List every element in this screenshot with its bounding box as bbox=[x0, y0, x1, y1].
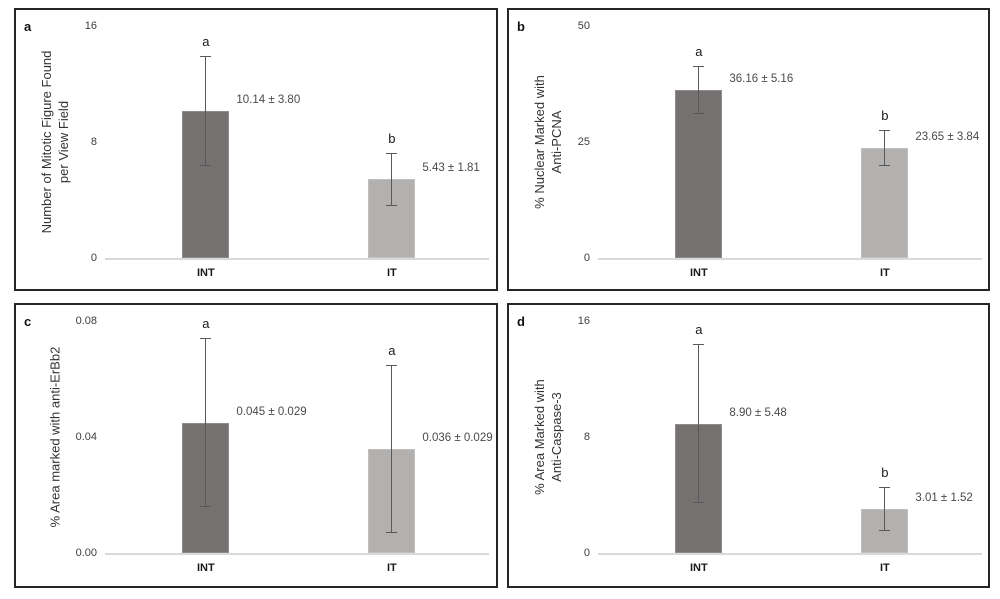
chart-panel-a: a Number of Mitotic Figure Found per View … bbox=[14, 8, 498, 291]
significance-letter: a bbox=[388, 342, 396, 358]
y-axis-tick-label: 0 bbox=[583, 252, 590, 264]
y-axis-tick-label: 50 bbox=[577, 20, 590, 32]
data-label: 0.036 ± 0.029 bbox=[422, 431, 493, 444]
y-axis-tick-label: 25 bbox=[577, 136, 590, 148]
y-axis-tick-label: 0.08 bbox=[75, 315, 97, 327]
error-bar-cap-top bbox=[200, 338, 212, 340]
error-bar bbox=[698, 66, 700, 115]
x-axis-line bbox=[105, 258, 489, 260]
data-label: 36.16 ± 5.16 bbox=[729, 73, 794, 86]
y-axis-tick-label: 0.04 bbox=[75, 431, 97, 443]
x-axis-category-label: IT bbox=[386, 562, 397, 574]
data-label: 23.65 ± 3.84 bbox=[915, 131, 980, 144]
panel-letter: c bbox=[24, 314, 32, 329]
data-label: 3.01 ± 1.52 bbox=[915, 492, 973, 505]
x-axis-category-label: INT bbox=[196, 267, 215, 279]
significance-letter: a bbox=[695, 44, 703, 60]
x-axis-category-label: IT bbox=[879, 562, 890, 574]
data-label: 0.045 ± 0.029 bbox=[236, 405, 307, 418]
error-bar bbox=[205, 55, 207, 167]
y-axis-tick-label: 0.00 bbox=[75, 547, 97, 559]
data-label: 10.14 ± 3.80 bbox=[236, 93, 301, 106]
error-bar-cap-bottom bbox=[693, 502, 705, 504]
significance-letter: b bbox=[388, 131, 396, 147]
y-axis-tick-label: 16 bbox=[577, 315, 590, 327]
panel-letter: d bbox=[517, 314, 525, 329]
x-axis-line bbox=[598, 258, 982, 260]
significance-letter: a bbox=[202, 316, 210, 332]
y-axis-tick-label: 0 bbox=[90, 252, 97, 264]
error-bar bbox=[391, 364, 393, 533]
panel-letter: a bbox=[24, 19, 32, 34]
significance-letter: a bbox=[695, 322, 703, 338]
x-axis-category-label: IT bbox=[386, 267, 397, 279]
x-axis-category-label: INT bbox=[689, 562, 708, 574]
chart-panel-d: d% Area Marked with Anti-Caspase-3 16 8 0 a 8.… bbox=[507, 303, 990, 588]
bar-int bbox=[675, 90, 723, 258]
error-bar-cap-top bbox=[693, 344, 705, 346]
data-label: 5.43 ± 1.81 bbox=[422, 162, 480, 175]
y-axis-tick-label: 8 bbox=[90, 136, 97, 148]
error-bar-cap-top bbox=[693, 66, 705, 68]
error-bar bbox=[205, 338, 207, 507]
significance-letter: a bbox=[202, 33, 210, 49]
error-bar-cap-top bbox=[200, 55, 212, 57]
error-bar bbox=[698, 344, 700, 504]
error-bar-cap-top bbox=[386, 153, 398, 155]
significance-letter: b bbox=[881, 108, 889, 124]
panel-letter: b bbox=[517, 19, 525, 34]
chart-panel-c: c% Area marked with anti-ErBb2 0.08 0.04 0.… bbox=[14, 303, 498, 588]
significance-letter: b bbox=[881, 465, 889, 481]
error-bar-cap-top bbox=[879, 487, 891, 489]
error-bar-cap-bottom bbox=[200, 505, 212, 507]
x-axis-category-label: IT bbox=[879, 267, 890, 279]
error-bar-cap-bottom bbox=[200, 165, 212, 167]
data-label: 8.90 ± 5.48 bbox=[729, 406, 787, 419]
error-bar bbox=[884, 130, 886, 167]
error-bar-cap-bottom bbox=[693, 113, 705, 115]
y-axis-tick-label: 8 bbox=[583, 431, 590, 443]
error-bar-cap-bottom bbox=[386, 531, 398, 533]
chart-panel-b: b% Nuclear Marked with Anti-PCNA 50 25 0 a 36.… bbox=[507, 8, 990, 291]
error-bar-cap-top bbox=[879, 130, 891, 132]
x-axis-category-label: INT bbox=[689, 267, 708, 279]
y-axis-tick-label: 16 bbox=[84, 20, 97, 32]
error-bar bbox=[884, 487, 886, 532]
error-bar-cap-top bbox=[386, 364, 398, 366]
y-axis-tick-label: 0 bbox=[583, 547, 590, 559]
error-bar bbox=[391, 153, 393, 206]
x-axis-category-label: INT bbox=[196, 562, 215, 574]
error-bar-cap-bottom bbox=[879, 165, 891, 167]
error-bar-cap-bottom bbox=[386, 204, 398, 206]
error-bar-cap-bottom bbox=[879, 530, 891, 532]
x-axis-line bbox=[105, 553, 489, 555]
x-axis-line bbox=[598, 553, 982, 555]
